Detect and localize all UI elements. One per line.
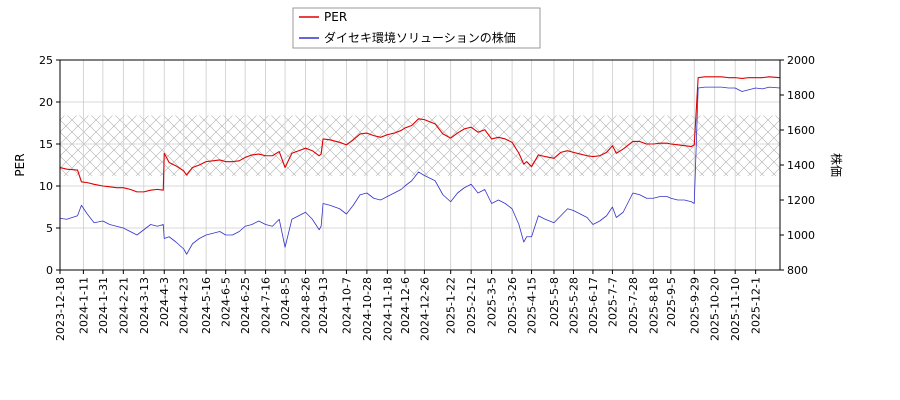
x-tick-label: 2025-10-20 xyxy=(709,277,722,341)
per-band-layer xyxy=(60,115,780,176)
x-tick-label: 2025-12-1 xyxy=(750,277,763,334)
x-tick-label: 2024-4-23 xyxy=(178,277,191,334)
x-tick-label: 2024-8-5 xyxy=(279,277,292,327)
right-tick-label: 800 xyxy=(787,264,808,277)
right-axis-title: 株価 xyxy=(829,153,844,177)
x-tick-label: 2025-1-22 xyxy=(445,277,458,334)
x-tick-label: 2024-8-26 xyxy=(300,277,313,334)
x-tick-label: 2024-12-6 xyxy=(399,277,412,334)
x-tick-label: 2024-9-13 xyxy=(317,277,330,334)
x-tick-label: 2025-9-29 xyxy=(688,277,701,334)
left-tick-label: 15 xyxy=(39,138,53,151)
x-tick-label: 2025-9-5 xyxy=(665,277,678,327)
right-tick-label: 1600 xyxy=(787,124,815,137)
x-tick-label: 2024-6-5 xyxy=(220,277,233,327)
x-tick-label: 2024-2-21 xyxy=(117,277,130,334)
x-tick-label: 2025-5-8 xyxy=(548,277,561,327)
x-tick-label: 2025-6-17 xyxy=(587,277,600,334)
x-tick-label: 2024-7-16 xyxy=(260,277,273,334)
x-tick-label: 2025-3-26 xyxy=(506,277,519,334)
x-tick-label: 2025-11-10 xyxy=(729,277,742,341)
price-series-line xyxy=(60,86,780,255)
x-axis: 2023-12-18 2024-1-11 2024-1-31 2024-2-21 202… xyxy=(54,270,763,341)
legend-label-per: PER xyxy=(324,10,347,24)
left-tick-label: 10 xyxy=(39,180,53,193)
left-tick-label: 5 xyxy=(46,222,53,235)
per-range-band xyxy=(60,115,780,176)
right-tick-label: 1400 xyxy=(787,159,815,172)
x-tick-label: 2024-4-3 xyxy=(158,277,171,327)
legend-label-price: ダイセキ環境ソリューションの株価 xyxy=(324,30,516,45)
x-tick-label: 2024-10-7 xyxy=(340,277,353,334)
right-tick-label: 2000 xyxy=(787,54,815,67)
x-tick-label: 2025-5-28 xyxy=(567,277,580,334)
x-tick-label: 2024-3-13 xyxy=(138,277,151,334)
x-tick-label: 2025-2-12 xyxy=(465,277,478,334)
right-tick-label: 1200 xyxy=(787,194,815,207)
right-tick-label: 1800 xyxy=(787,89,815,102)
x-tick-label: 2024-10-28 xyxy=(361,277,374,341)
left-tick-label: 25 xyxy=(39,54,53,67)
per-series-line xyxy=(60,76,780,193)
x-tick-label: 2024-1-31 xyxy=(97,277,110,334)
x-tick-label: 2024-1-11 xyxy=(77,277,90,334)
x-tick-label: 2025-4-15 xyxy=(526,277,539,334)
x-tick-label: 2025-7-7 xyxy=(606,277,619,327)
right-tick-label: 1000 xyxy=(787,229,815,242)
series-layer xyxy=(60,76,780,255)
right-axis: 800 1000 1200 1400 1600 1800 2000 xyxy=(780,54,815,277)
x-tick-label: 2024-12-26 xyxy=(418,277,431,341)
x-tick-label: 2023-12-18 xyxy=(54,277,67,341)
x-tick-label: 2024-6-25 xyxy=(239,277,252,334)
grid-layer xyxy=(59,59,780,271)
left-axis-title: PER xyxy=(13,153,27,176)
x-tick-label: 2024-11-18 xyxy=(381,277,394,341)
left-axis: 0 5 10 15 20 25 xyxy=(39,54,60,277)
x-tick-label: 2024-5-16 xyxy=(200,277,213,334)
legend: PER ダイセキ環境ソリューションの株価 xyxy=(292,7,541,49)
left-tick-label: 20 xyxy=(39,96,53,109)
x-tick-label: 2025-3-5 xyxy=(486,277,499,327)
left-tick-label: 0 xyxy=(46,264,53,277)
x-tick-label: 2025-8-18 xyxy=(647,277,660,334)
legend-box xyxy=(292,7,541,49)
x-tick-label: 2025-7-28 xyxy=(627,277,640,334)
